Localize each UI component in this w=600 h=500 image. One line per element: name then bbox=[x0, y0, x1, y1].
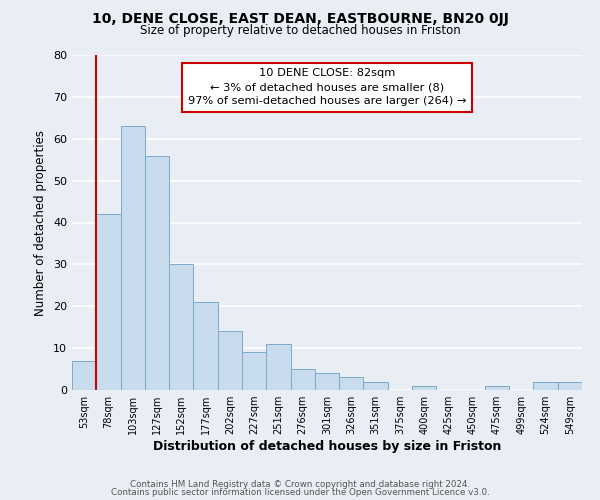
Bar bbox=[96, 214, 121, 390]
Bar bbox=[558, 382, 582, 390]
X-axis label: Distribution of detached houses by size in Friston: Distribution of detached houses by size … bbox=[153, 440, 501, 453]
Bar bbox=[266, 344, 290, 390]
Text: Contains public sector information licensed under the Open Government Licence v3: Contains public sector information licen… bbox=[110, 488, 490, 497]
Bar bbox=[145, 156, 169, 390]
Bar bbox=[121, 126, 145, 390]
Y-axis label: Number of detached properties: Number of detached properties bbox=[34, 130, 47, 316]
Bar bbox=[72, 360, 96, 390]
Bar bbox=[533, 382, 558, 390]
Text: 10, DENE CLOSE, EAST DEAN, EASTBOURNE, BN20 0JJ: 10, DENE CLOSE, EAST DEAN, EASTBOURNE, B… bbox=[92, 12, 508, 26]
Bar bbox=[485, 386, 509, 390]
Bar bbox=[290, 369, 315, 390]
Bar bbox=[218, 332, 242, 390]
Bar bbox=[193, 302, 218, 390]
Bar bbox=[242, 352, 266, 390]
Bar bbox=[315, 373, 339, 390]
Bar bbox=[412, 386, 436, 390]
Text: 10 DENE CLOSE: 82sqm
← 3% of detached houses are smaller (8)
97% of semi-detache: 10 DENE CLOSE: 82sqm ← 3% of detached ho… bbox=[188, 68, 466, 106]
Text: Size of property relative to detached houses in Friston: Size of property relative to detached ho… bbox=[140, 24, 460, 37]
Text: Contains HM Land Registry data © Crown copyright and database right 2024.: Contains HM Land Registry data © Crown c… bbox=[130, 480, 470, 489]
Bar bbox=[339, 378, 364, 390]
Bar bbox=[169, 264, 193, 390]
Bar bbox=[364, 382, 388, 390]
